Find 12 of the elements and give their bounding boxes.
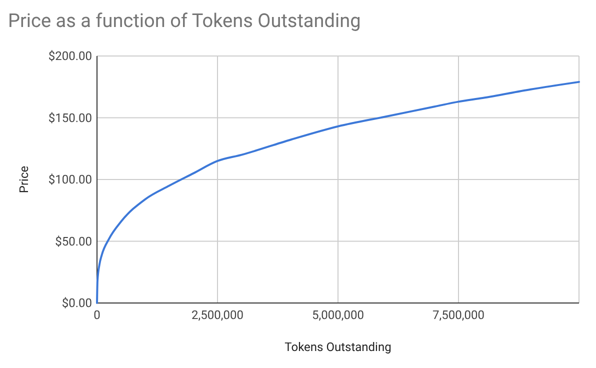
y-tick-label: $50.00 <box>55 234 92 248</box>
y-axis-title: Price <box>17 166 31 194</box>
chart-title: Price as a function of Tokens Outstanding <box>8 9 361 32</box>
y-tick-label: $0.00 <box>62 296 92 310</box>
x-tick-label: 2,500,000 <box>192 308 244 322</box>
y-tick-label: $100.00 <box>48 172 92 186</box>
x-tick-label: 7,500,000 <box>432 308 485 322</box>
y-tick-label: $200.00 <box>48 49 92 63</box>
x-axis-title: Tokens Outstanding <box>284 340 392 354</box>
x-tick-label: 5,000,000 <box>312 308 364 322</box>
x-tick-label: 0 <box>94 308 101 322</box>
y-tick-label: $150.00 <box>48 110 92 125</box>
